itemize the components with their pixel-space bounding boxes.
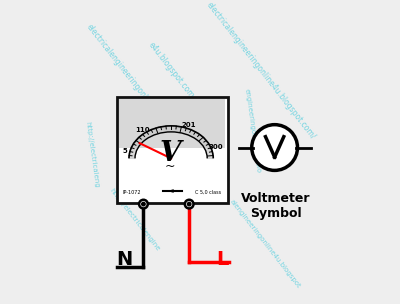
Text: 110: 110 xyxy=(135,127,150,133)
Circle shape xyxy=(252,125,298,171)
Text: engineeringonline4u.blo: engineeringonline4u.blo xyxy=(243,88,261,173)
Text: electricalengineeringonline4u.blogspot.com/: electricalengineeringonline4u.blogspot.c… xyxy=(205,0,318,141)
Circle shape xyxy=(185,200,194,209)
Text: IP-1072: IP-1072 xyxy=(122,190,141,195)
Circle shape xyxy=(139,200,148,209)
Text: V: V xyxy=(159,140,181,167)
Polygon shape xyxy=(129,126,213,158)
Text: 0: 0 xyxy=(170,189,174,194)
Circle shape xyxy=(142,202,145,206)
Text: 5: 5 xyxy=(123,148,128,154)
Text: http://electricalengine: http://electricalengine xyxy=(108,187,161,252)
Text: N: N xyxy=(116,250,132,269)
Bar xyxy=(119,99,225,147)
Text: electricalengineeringonline4u: electricalengineeringonline4u xyxy=(84,22,162,119)
Text: alengineeringonline4u.blogspot: alengineeringonline4u.blogspot xyxy=(229,198,302,289)
Text: 201: 201 xyxy=(182,122,196,128)
Text: Symbol: Symbol xyxy=(250,207,302,220)
Circle shape xyxy=(188,202,191,206)
Text: ~: ~ xyxy=(165,160,175,173)
Bar xyxy=(117,97,228,203)
Text: 300: 300 xyxy=(208,144,223,150)
Text: e4u.blogspot.com: e4u.blogspot.com xyxy=(147,41,196,100)
Text: http://electricaleng: http://electricaleng xyxy=(84,121,100,188)
Text: C 5,0 class: C 5,0 class xyxy=(195,190,222,195)
Text: L: L xyxy=(217,250,229,269)
Text: Voltmeter: Voltmeter xyxy=(241,192,310,205)
